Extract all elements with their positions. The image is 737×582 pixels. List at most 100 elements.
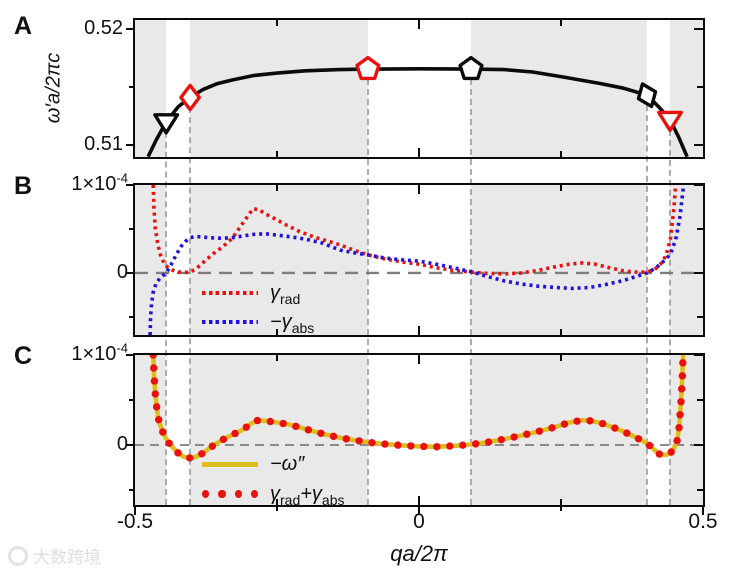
xtick-bottom-inner bbox=[276, 329, 278, 335]
watermark-logo-icon bbox=[8, 545, 28, 566]
xtick-bottom-inner bbox=[418, 496, 420, 505]
legend-c-sum-label: γrad+γabs bbox=[270, 482, 345, 508]
plus-gamma-symbol: +γ bbox=[300, 482, 322, 505]
dot bbox=[573, 417, 581, 425]
panel-a-ytick-051: 0.51 bbox=[84, 133, 123, 155]
dot bbox=[329, 432, 338, 441]
dot bbox=[623, 429, 631, 437]
dot bbox=[586, 417, 594, 425]
shaded-band-panelA-1 bbox=[190, 20, 368, 157]
panel-b-ytick-0: 0 bbox=[116, 261, 128, 283]
dot bbox=[152, 403, 161, 411]
dot bbox=[304, 426, 313, 434]
xtick-top-inner bbox=[418, 185, 420, 194]
panel-a-plot bbox=[146, 55, 689, 157]
xtick-top-inner bbox=[276, 355, 278, 361]
dot bbox=[150, 377, 159, 385]
xtick-bottom-inner bbox=[560, 151, 562, 157]
shaded-band-panelB-0 bbox=[135, 185, 167, 335]
ytick-left bbox=[126, 184, 135, 186]
xtick-bottom-outer bbox=[276, 505, 278, 511]
dot bbox=[165, 439, 173, 447]
dot bbox=[675, 424, 683, 432]
ytick-left bbox=[129, 86, 135, 89]
dot bbox=[598, 419, 607, 428]
xtick-top-inner bbox=[560, 185, 562, 191]
dot bbox=[208, 442, 217, 450]
ytick-left bbox=[126, 443, 135, 446]
xtick-top-inner bbox=[560, 355, 562, 361]
gamma-symbol-2: γ bbox=[270, 482, 280, 505]
dot bbox=[355, 437, 363, 445]
marker-pentagon-3 bbox=[458, 55, 484, 81]
gamma-abs-subscript-2: abs bbox=[321, 491, 345, 508]
legend-b-red-dashed-line-swatch bbox=[202, 291, 258, 295]
dot bbox=[154, 416, 163, 424]
dot bbox=[151, 390, 159, 398]
dot bbox=[381, 440, 389, 448]
panel-a-letter: A bbox=[14, 12, 33, 40]
xtick-bottom-inner bbox=[276, 151, 278, 157]
ytick-right bbox=[697, 227, 703, 230]
connector-dashed-line-3 bbox=[469, 69, 472, 505]
panel-b-plot bbox=[135, 185, 703, 335]
dot bbox=[678, 372, 687, 380]
dot bbox=[279, 419, 287, 428]
ytick-left bbox=[129, 227, 135, 230]
ytick-right bbox=[697, 86, 703, 89]
legend-b-blue-dashed-line-swatch bbox=[202, 320, 258, 324]
ytick-right bbox=[694, 354, 703, 356]
dot bbox=[523, 430, 531, 438]
dot bbox=[231, 429, 239, 438]
legend-b-gamma-abs: −γabs bbox=[202, 311, 314, 335]
legend-b-gamma-rad-label: γrad bbox=[270, 282, 301, 307]
ytick-left bbox=[126, 354, 135, 356]
dot bbox=[368, 439, 376, 447]
dot bbox=[292, 422, 300, 431]
marker-triangle-down-5 bbox=[656, 110, 684, 133]
dot bbox=[548, 424, 556, 432]
panel-a-ytick-052: 0.52 bbox=[84, 17, 123, 39]
curve--abs bbox=[148, 185, 686, 335]
xtick-top-inner bbox=[418, 20, 420, 29]
xtick-top-inner bbox=[276, 185, 278, 191]
dot bbox=[150, 364, 158, 372]
panel-c-ytick-mantissa: 1×10 bbox=[71, 343, 117, 365]
dot bbox=[198, 450, 206, 458]
dot bbox=[342, 435, 350, 443]
dot bbox=[394, 441, 402, 449]
dot bbox=[645, 441, 654, 450]
dot bbox=[472, 440, 480, 448]
ytick-right bbox=[694, 184, 703, 186]
dot bbox=[673, 436, 681, 445]
gamma-rad-subscript-2: rad bbox=[280, 491, 301, 508]
dot bbox=[497, 435, 506, 444]
dots--rad-abs bbox=[149, 355, 157, 359]
dot bbox=[679, 359, 687, 367]
xtick-0: 0 bbox=[413, 510, 425, 533]
dot bbox=[677, 385, 686, 393]
legend-c-omega: −ω″ bbox=[202, 453, 304, 475]
dot bbox=[655, 450, 664, 458]
gamma-rad-subscript: rad bbox=[280, 290, 301, 307]
shaded-band-panelB-3 bbox=[669, 185, 703, 335]
ytick-left bbox=[129, 488, 135, 491]
dot bbox=[266, 417, 275, 426]
marker-diamond-4 bbox=[636, 82, 658, 109]
panel-b-ytick-1e-4: 1×10-4 bbox=[28, 171, 128, 196]
xtick-bottom-outer bbox=[560, 505, 562, 511]
minus-omega-symbol: −ω″ bbox=[270, 452, 305, 475]
ytick-right bbox=[694, 144, 703, 147]
dot bbox=[219, 435, 228, 444]
ytick-right bbox=[694, 443, 703, 446]
xtick-bottom-inner bbox=[276, 499, 278, 505]
xtick-bottom-inner bbox=[418, 148, 420, 157]
shaded-band-panelC-3 bbox=[669, 355, 703, 505]
ytick-right bbox=[697, 398, 703, 401]
shaded-band-panelB-1 bbox=[190, 185, 368, 335]
panel-c-ytick-1e-4: 1×10-4 bbox=[28, 341, 128, 366]
xtick-top-inner bbox=[560, 20, 562, 26]
dot bbox=[420, 442, 428, 451]
